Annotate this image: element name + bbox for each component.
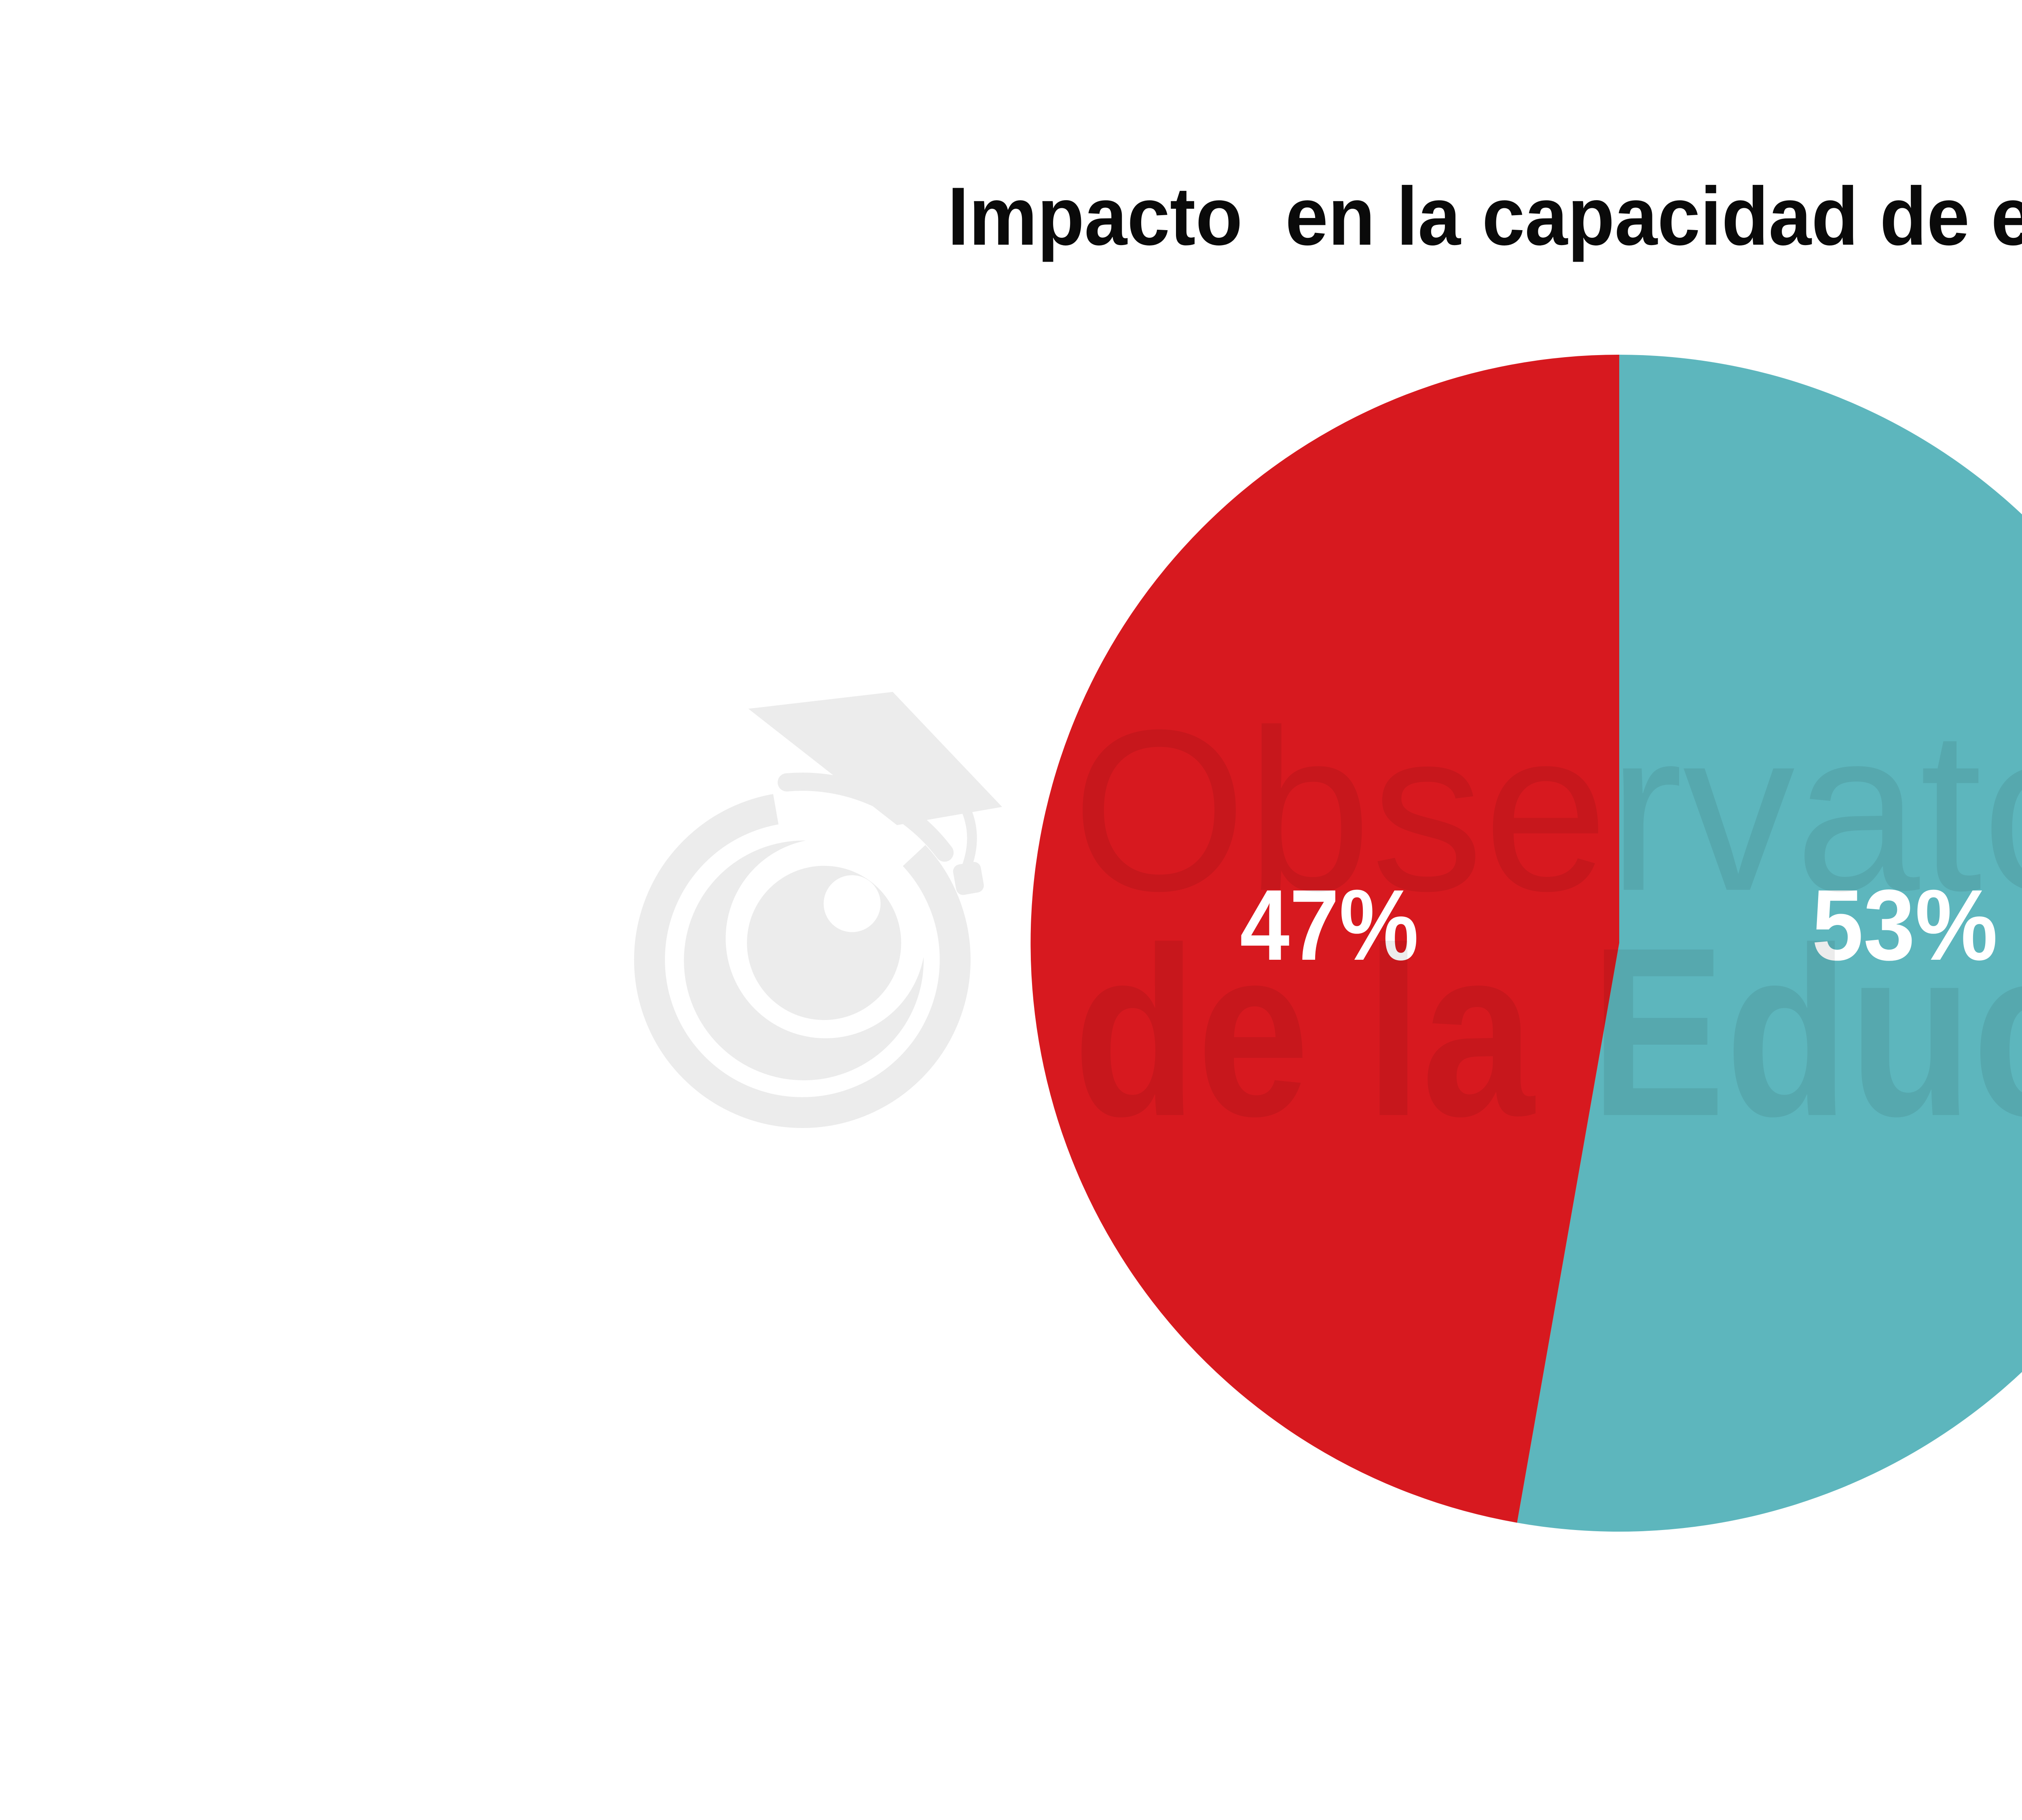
svg-text:53%: 53% [1812, 869, 1998, 981]
svg-text:Observatorio: Observatorio [1072, 682, 2022, 939]
svg-text:de la Educación: de la Educación [1073, 897, 2022, 1166]
svg-text:Impacto en la capacidad de en: Impacto en la capacidad de enseñar [948, 170, 2022, 262]
svg-text:47%: 47% [1240, 869, 1419, 981]
